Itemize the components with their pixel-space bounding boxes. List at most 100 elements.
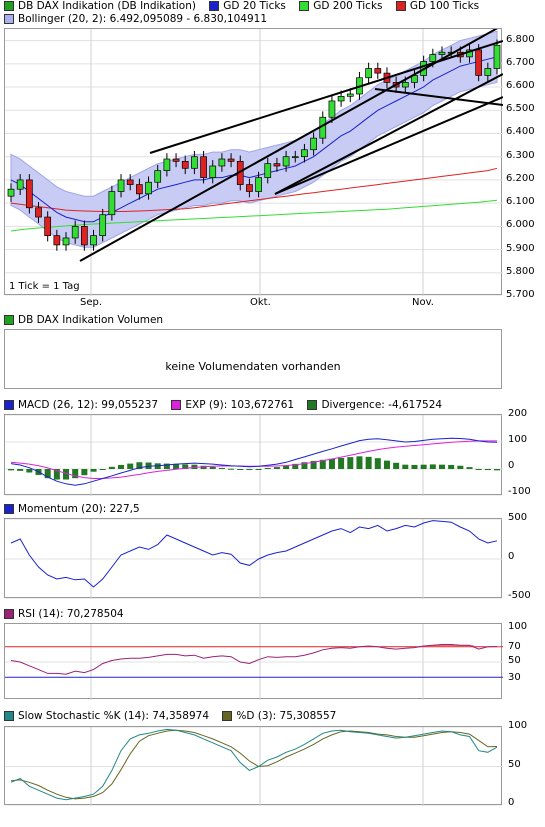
candle-down [136,184,143,195]
candle-up [145,181,152,195]
macd-chart-svg [5,415,503,496]
momentum-chart-svg [5,519,503,599]
legend-swatch [209,1,220,11]
divergence-bar [118,464,125,469]
legend-swatch [4,711,14,721]
divergence-bar [264,467,271,469]
candle-up [7,188,15,197]
divergence-bar [319,459,326,469]
legend-swatch [4,315,14,325]
rsi-overbought-fill [455,645,465,647]
rsi-chart-svg [5,624,503,700]
candle-up [264,163,272,178]
divergence-bar [163,463,170,469]
legend-label: DB DAX Indikation (DB Indikation) [18,0,196,12]
price-y-tick: 6.400 [506,126,535,138]
divergence-bar [494,469,500,471]
rsi-overbought-fill [437,644,447,647]
candle-up [90,235,97,246]
legend-swatch [307,400,318,410]
legend-item: RSI (14): 70,278504 [4,608,124,620]
gd200-line [10,199,498,232]
candle-down [35,207,42,218]
price-y-tick: 5.900 [506,242,535,254]
macd-y-neg100: -100 [508,486,531,497]
mom-y-0: 0 [508,551,515,562]
legend-label: %D (3): 75,308557 [236,710,337,722]
legend-label: EXP (9): 103,672761 [185,399,295,411]
divergence-bar [90,469,97,472]
divergence-bar [218,467,225,469]
divergence-bar [273,467,280,469]
divergence-bar [228,468,235,470]
momentum-line [10,520,498,588]
candle-up [291,156,299,159]
legend-item: %D (3): 75,308557 [222,710,336,722]
divergence-bar [17,469,24,471]
legend-swatch [4,1,14,11]
legend-label: GD 100 Ticks [409,0,480,12]
divergence-bar [26,469,33,473]
divergence-bar [127,463,134,469]
candle-up [401,82,409,88]
legend-item: GD 200 Ticks [299,0,383,12]
stoch-y-100: 100 [508,720,528,731]
candle-down [44,216,52,236]
price-y-tick: 6.700 [506,56,535,68]
price-y-tick: 6.000 [506,219,535,231]
candle-up [209,165,217,178]
x-tick-nov: Nov. [412,297,434,308]
candle-up [16,179,24,190]
stoch-k-line [10,728,498,801]
macd-y-200: 200 [508,408,528,419]
legend-label: RSI (14): 70,278504 [18,608,124,620]
candle-up [71,225,79,239]
candle-up [117,179,125,192]
legend-swatch [171,400,182,410]
legend-item: Slow Stochastic %K (14): 74,358974 [4,710,209,722]
rsi-y-30: 30 [508,672,521,683]
price-y-tick: 6.200 [506,172,535,184]
divergence-bar [438,464,445,469]
rsi-y-100: 100 [508,621,528,632]
candle-up [163,158,171,171]
gd100-line [10,167,498,212]
divergence-bar [72,469,79,479]
gd20-line [10,56,498,223]
candle-down [126,179,134,185]
candle-up [108,191,116,216]
momentum-legend: Momentum (20): 227,5 [4,503,150,517]
divergence-bar [356,456,363,469]
macd-y-0: 0 [508,460,515,471]
legend-swatch [4,400,14,410]
divergence-bar [209,466,216,469]
legend-label: GD 20 Ticks [223,0,286,12]
candle-up [346,93,354,97]
legend-item: GD 20 Ticks [209,0,286,12]
legend-label: MACD (26, 12): 99,055237 [18,399,159,411]
macd-line [10,437,498,486]
mom-y-neg500: -500 [508,590,531,601]
legend-swatch [222,711,233,721]
divergence-bar [246,469,253,470]
price-chart-panel: 1 Tick = 1 Tag [4,28,503,296]
divergence-bar [145,462,152,469]
rsi-overbought-fill [446,644,456,647]
trendline [274,96,503,195]
divergence-bar [374,458,381,469]
macd-panel [4,414,503,496]
main-legend-row2: Bollinger (20, 2): 6.492,095089 - 6.830,… [4,13,277,27]
divergence-bar [383,460,390,469]
stoch-y-50: 50 [508,759,521,770]
macd-y-100: 100 [508,434,528,445]
divergence-bar [429,464,436,469]
price-y-tick: 6.500 [506,103,535,115]
divergence-bar [484,469,491,471]
price-y-tick: 6.800 [506,33,535,45]
mom-y-500: 500 [508,512,528,523]
divergence-bar [301,462,308,469]
candle-down [475,49,483,76]
candle-down [273,163,281,167]
divergence-bar [255,469,262,470]
divergence-bar [365,456,372,469]
